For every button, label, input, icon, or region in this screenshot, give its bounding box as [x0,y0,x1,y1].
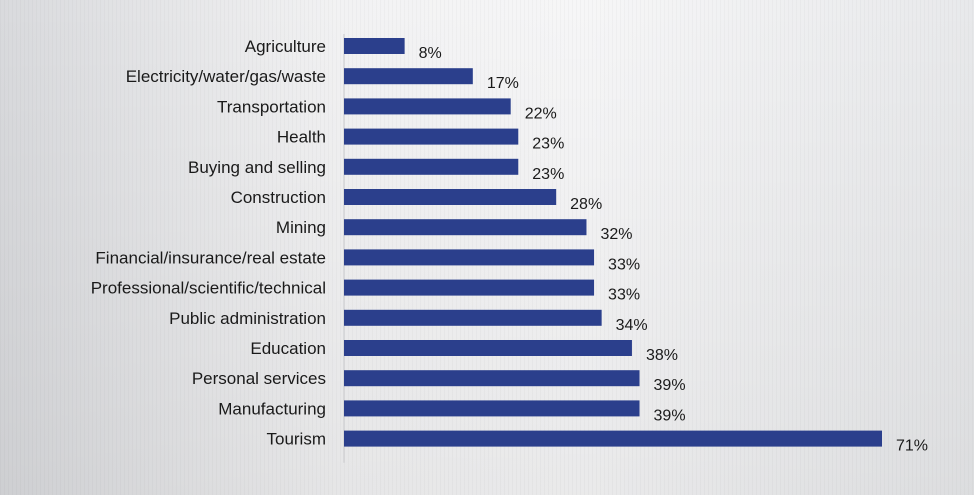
value-labels: 8% 17% 22% 23% 23% 28% 32% 33% 33% 34% 38% 39% 39% 71… [419,45,928,455]
value-label: 33% [608,256,640,273]
category-label: Personal services [192,369,326,388]
bar [344,279,595,296]
bar [344,158,519,175]
value-label: 23% [532,166,564,183]
category-label: Construction [231,188,326,207]
category-label: Professional/scientific/technical [91,279,326,298]
bar [344,38,405,54]
bar [344,430,882,447]
category-labels: Agriculture Electricity/water/gas/waste Tr… [91,37,326,449]
bar [344,68,473,85]
category-label: Buying and selling [188,158,326,177]
value-label: 28% [570,196,602,213]
bar [344,340,632,356]
bar [344,98,511,115]
value-label: 32% [600,226,632,243]
bar [344,189,557,205]
category-label: Public administration [169,309,326,328]
bar [344,128,519,145]
bar [344,249,595,266]
category-label: Agriculture [245,37,326,56]
value-label: 71% [896,438,928,455]
value-label: 38% [646,347,678,364]
category-label: Transportation [217,97,326,116]
category-label: Financial/insurance/real estate [95,248,326,267]
bars [344,38,882,447]
bar [344,370,640,387]
value-label: 34% [616,317,648,334]
category-label: Tourism [266,430,326,449]
bar [344,309,602,326]
bar [344,400,640,417]
category-label: Manufacturing [218,399,326,418]
value-label: 39% [654,407,686,424]
value-label: 17% [487,75,519,92]
value-label: 39% [654,377,686,394]
value-label: 23% [532,136,564,153]
value-label: 8% [419,45,442,62]
value-label: 33% [608,287,640,304]
bar [344,219,587,236]
category-label: Mining [276,218,326,237]
value-label: 22% [525,105,557,122]
category-label: Education [250,339,326,358]
category-label: Health [277,128,326,147]
category-label: Electricity/water/gas/waste [126,67,326,86]
